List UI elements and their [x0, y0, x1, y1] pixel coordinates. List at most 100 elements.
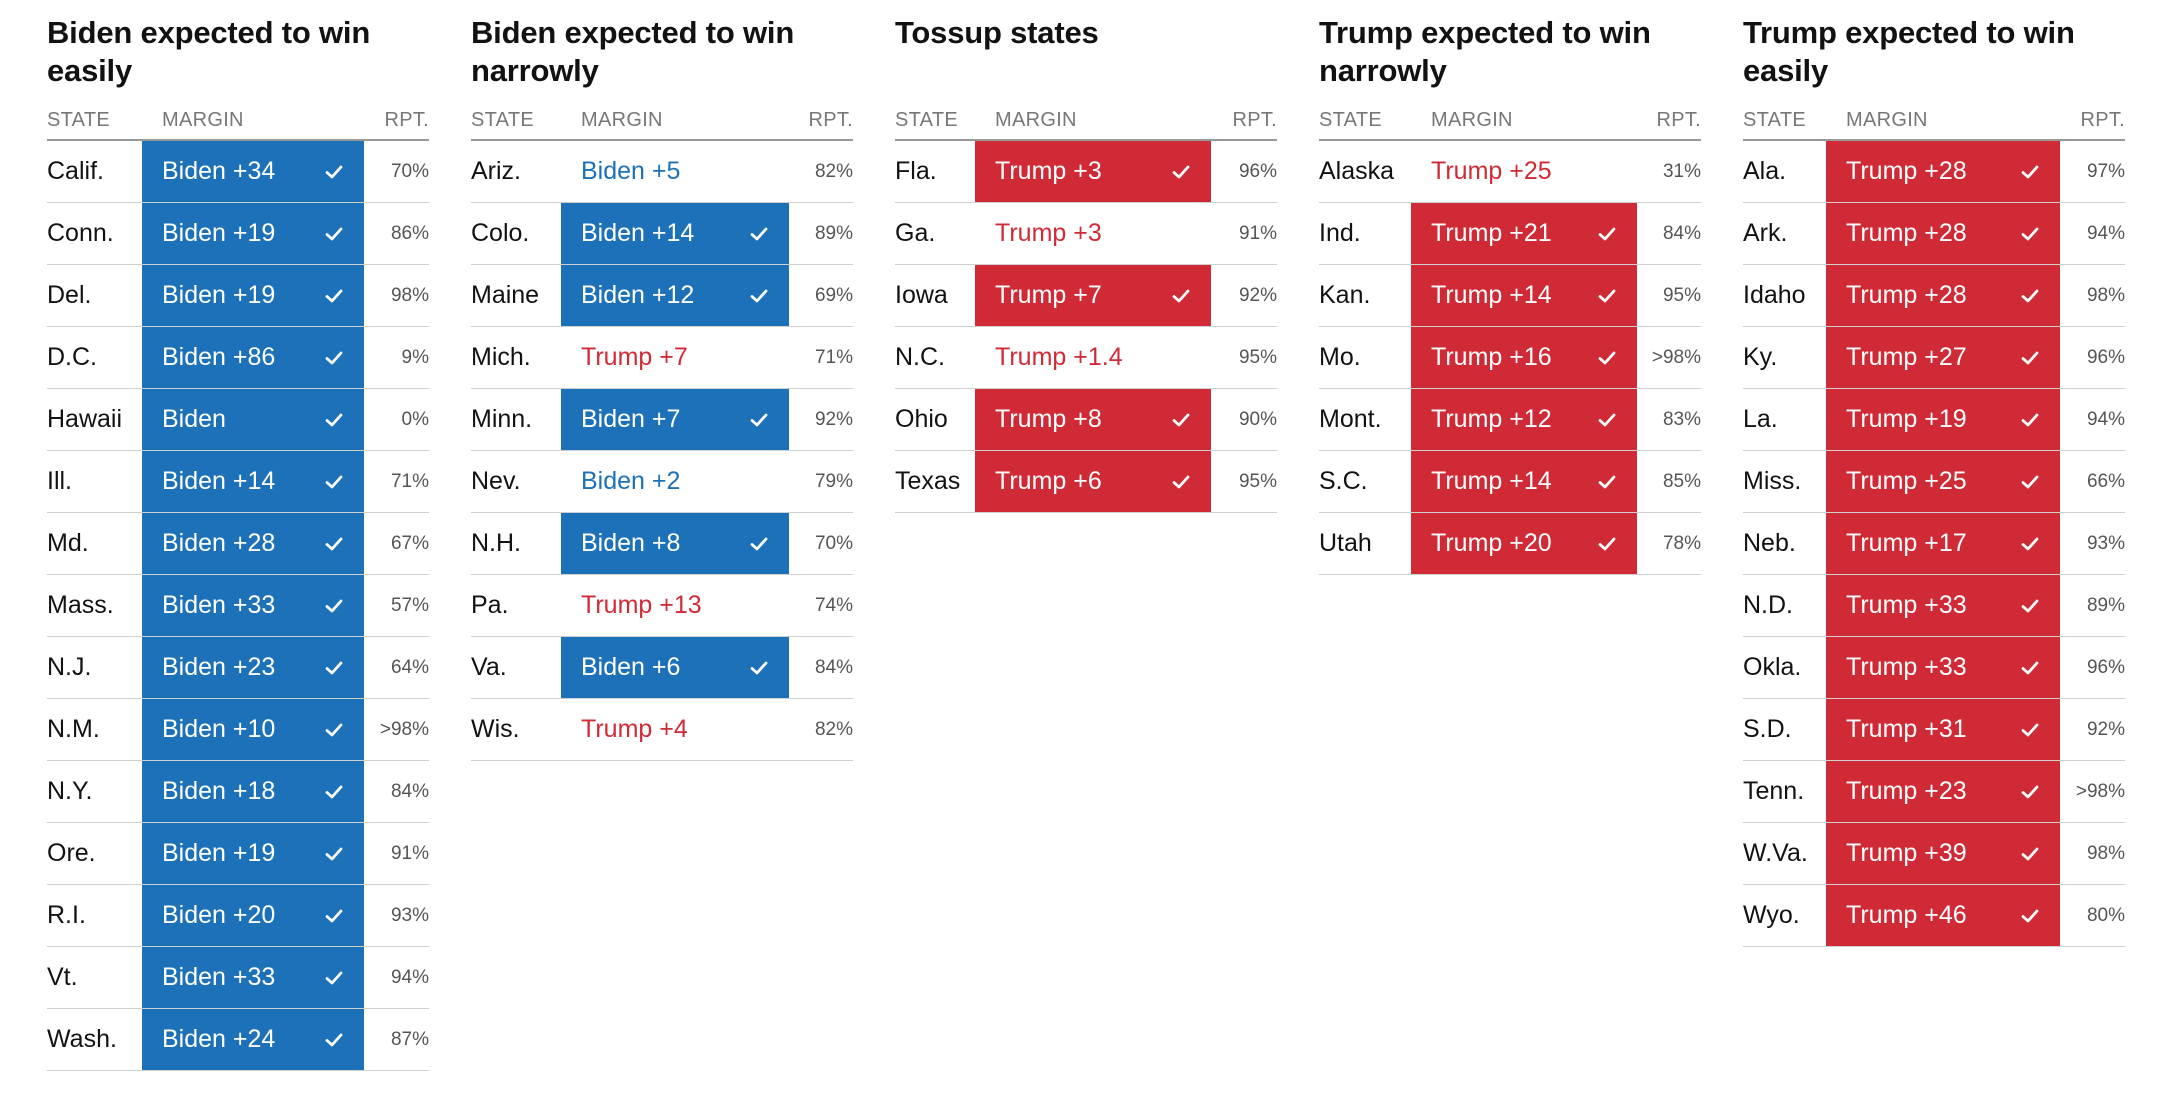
state-name: N.J.: [47, 653, 92, 681]
table-row: N.C. Trump +1.4 95%: [895, 327, 1277, 389]
margin-cell: Biden +6: [561, 637, 789, 698]
table-row: Tenn. Trump +23 >98%: [1743, 761, 2125, 823]
margin-value: Trump +6: [995, 467, 1102, 495]
state-name: R.I.: [47, 901, 86, 929]
checkmark-icon: [324, 720, 344, 740]
table-row: Ky. Trump +27 96%: [1743, 327, 2125, 389]
table-row: Nev. Biden +2 79%: [471, 451, 853, 513]
margin-value: Biden +19: [162, 839, 276, 867]
reported-pct: 71%: [814, 346, 853, 368]
table-row: Minn. Biden +7 92%: [471, 389, 853, 451]
reported-pct: 70%: [814, 532, 853, 554]
group-title: Trump expected to win narrowly: [1319, 15, 1651, 88]
state-name: Wis.: [471, 715, 520, 743]
margin-cell: Biden: [142, 389, 364, 450]
reported-pct: >98%: [379, 718, 429, 740]
checkmark-icon: [1597, 224, 1617, 244]
table-row: Miss. Trump +25 66%: [1743, 451, 2125, 513]
column-header: STATE MARGIN RPT.: [47, 98, 429, 141]
table-row: Colo. Biden +14 89%: [471, 203, 853, 265]
margin-cell: Biden +33: [142, 575, 364, 636]
table-row: Idaho Trump +28 98%: [1743, 265, 2125, 327]
margin-cell: Biden +24: [142, 1009, 364, 1070]
group-title: Trump expected to win easily: [1743, 15, 2075, 88]
margin-value: Biden +5: [581, 157, 681, 185]
reported-pct: 64%: [390, 656, 429, 678]
checkmark-icon: [2020, 472, 2040, 492]
margin-value: Biden +20: [162, 901, 276, 929]
table-row: S.C. Trump +14 85%: [1319, 451, 1701, 513]
margin-cell: Trump +6: [975, 451, 1211, 512]
checkmark-icon: [2020, 782, 2040, 802]
state-name: Ohio: [895, 405, 948, 433]
checkmark-icon: [324, 162, 344, 182]
table-row: Ohio Trump +8 90%: [895, 389, 1277, 451]
header-state: STATE: [1743, 109, 1806, 131]
table-row: Texas Trump +6 95%: [895, 451, 1277, 513]
checkmark-icon: [2020, 286, 2040, 306]
state-name: Hawaii: [47, 405, 123, 433]
checkmark-icon: [2020, 658, 2040, 678]
margin-cell: Biden +18: [142, 761, 364, 822]
column-header: STATE MARGIN RPT.: [1743, 98, 2125, 141]
state-name: N.Y.: [47, 777, 93, 805]
margin-value: Trump +12: [1431, 405, 1552, 433]
state-name: Vt.: [47, 963, 78, 991]
reported-pct: 95%: [1238, 346, 1277, 368]
state-name: Colo.: [471, 219, 530, 247]
checkmark-icon: [324, 906, 344, 926]
checkmark-icon: [1597, 534, 1617, 554]
reported-pct: 83%: [1662, 408, 1701, 430]
table-row: Utah Trump +20 78%: [1319, 513, 1701, 575]
margin-value: Trump +25: [1846, 467, 1967, 495]
margin-cell: Trump +25: [1411, 141, 1637, 202]
table-row: Ark. Trump +28 94%: [1743, 203, 2125, 265]
margin-value: Biden +6: [581, 653, 681, 681]
checkmark-icon: [1597, 348, 1617, 368]
margin-cell: Trump +28: [1826, 265, 2060, 326]
checkmark-icon: [2020, 224, 2040, 244]
reported-pct: 98%: [2086, 842, 2125, 864]
table-row: Neb. Trump +17 93%: [1743, 513, 2125, 575]
checkmark-icon: [324, 596, 344, 616]
margin-cell: Trump +1.4: [975, 327, 1211, 388]
header-reported: RPT.: [1656, 109, 1701, 131]
state-name: Alaska: [1319, 157, 1395, 185]
margin-value: Trump +33: [1846, 591, 1967, 619]
table-row: Kan. Trump +14 95%: [1319, 265, 1701, 327]
margin-cell: Trump +14: [1411, 451, 1637, 512]
margin-cell: Trump +25: [1826, 451, 2060, 512]
margin-value: Trump +1.4: [995, 343, 1123, 371]
checkmark-icon: [324, 968, 344, 988]
table-row: Alaska Trump +25 31%: [1319, 141, 1701, 203]
header-margin: MARGIN: [1431, 109, 1513, 131]
margin-value: Biden +33: [162, 963, 276, 991]
margin-cell: Biden +19: [142, 203, 364, 264]
header-state: STATE: [895, 109, 958, 131]
checkmark-icon: [749, 224, 769, 244]
checkmark-icon: [2020, 348, 2040, 368]
checkmark-icon: [324, 348, 344, 368]
table-row: Iowa Trump +7 92%: [895, 265, 1277, 327]
margin-cell: Trump +27: [1826, 327, 2060, 388]
margin-value: Trump +28: [1846, 281, 1967, 309]
reported-pct: 98%: [2086, 284, 2125, 306]
table-row: Fla. Trump +3 96%: [895, 141, 1277, 203]
checkmark-icon: [324, 782, 344, 802]
margin-cell: Trump +21: [1411, 203, 1637, 264]
table-row: N.J. Biden +23 64%: [47, 637, 429, 699]
table-row: Pa. Trump +13 74%: [471, 575, 853, 637]
header-margin: MARGIN: [581, 109, 663, 131]
state-name: Va.: [471, 653, 507, 681]
checkmark-icon: [1171, 410, 1191, 430]
header-reported: RPT.: [808, 109, 853, 131]
header-reported: RPT.: [2080, 109, 2125, 131]
checkmark-icon: [1171, 286, 1191, 306]
margin-cell: Trump +28: [1826, 141, 2060, 202]
state-name: Minn.: [471, 405, 533, 433]
checkmark-icon: [324, 472, 344, 492]
reported-pct: 91%: [390, 842, 429, 864]
margin-value: Trump +25: [1431, 157, 1552, 185]
margin-value: Trump +23: [1846, 777, 1967, 805]
